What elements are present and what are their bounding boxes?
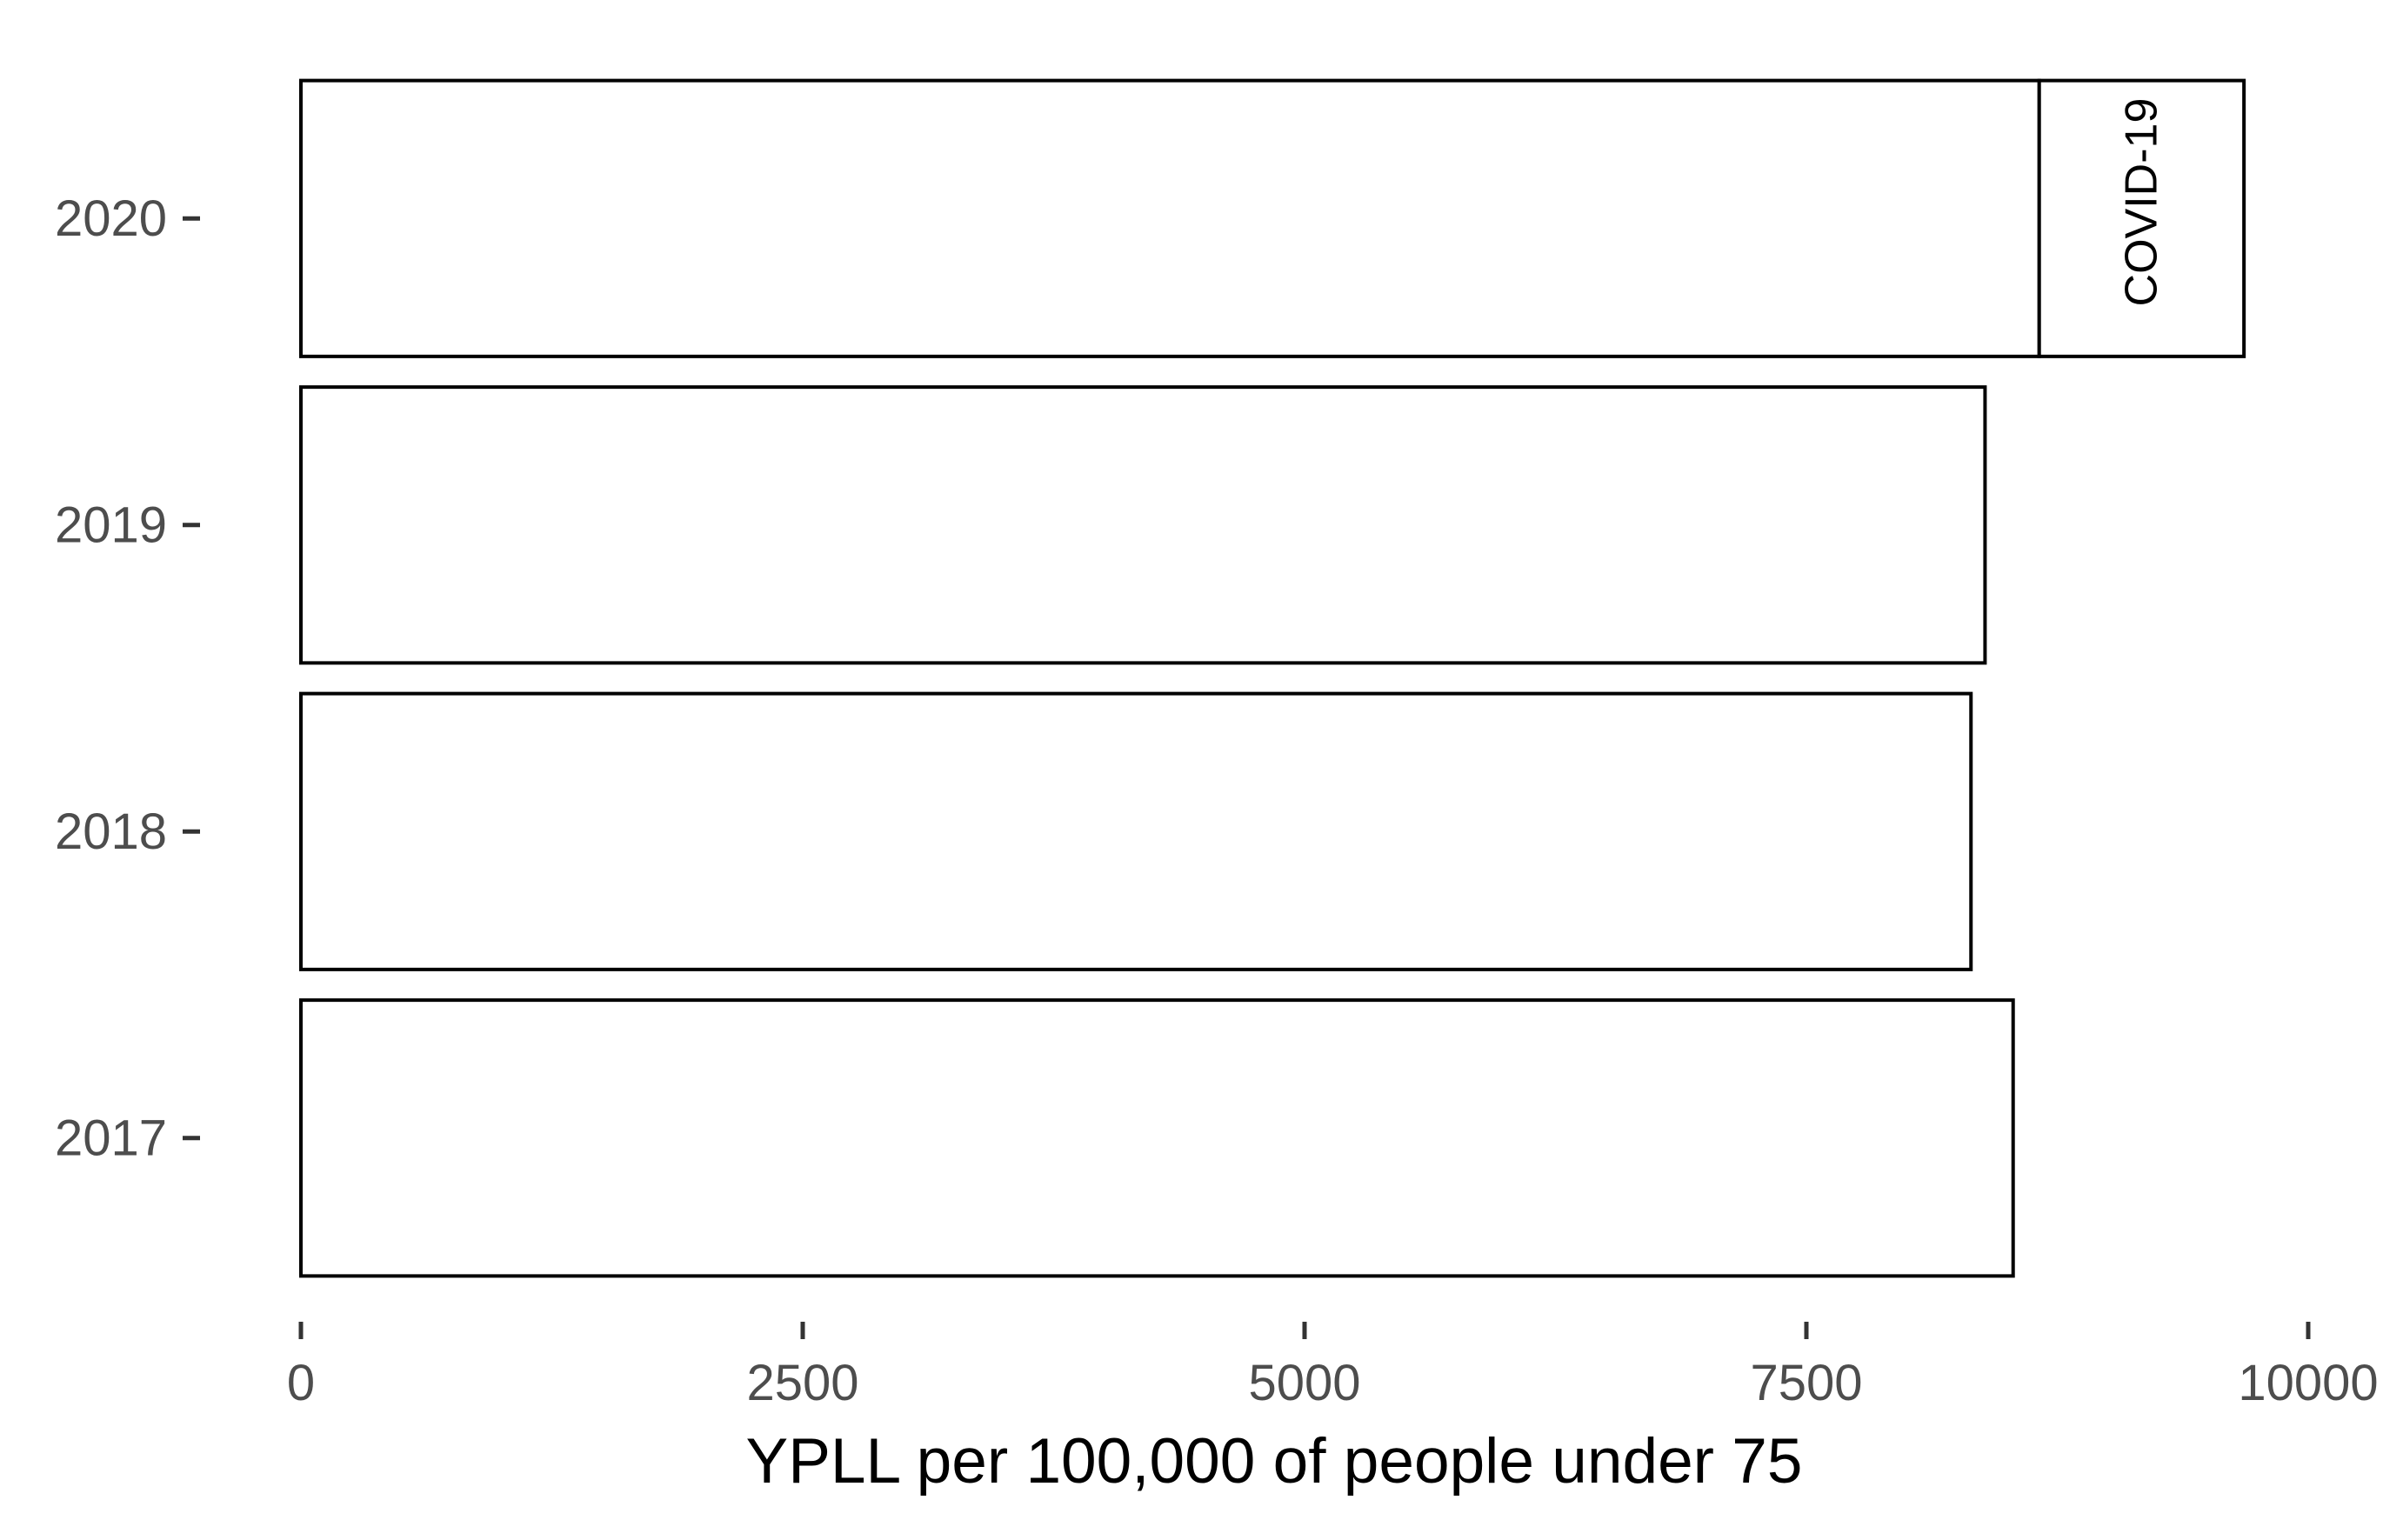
y-tick-label-2017: 2017 — [55, 1110, 167, 1166]
y-axis: 2017 2018 2019 2020 — [55, 190, 200, 1166]
bar-2017 — [299, 998, 2015, 1278]
y-tick-label-2018: 2018 — [55, 803, 167, 860]
segment-labels-layer: COVID-19 — [2116, 98, 2166, 307]
y-tick-label-2019: 2019 — [55, 497, 167, 553]
x-axis: 0 2500 5000 7500 10000 — [287, 1322, 2379, 1411]
y-tick-label-2020: 2020 — [55, 190, 167, 247]
bar-2020-covid-19 — [2037, 78, 2246, 358]
x-tick-label-5000: 5000 — [1248, 1355, 1360, 1411]
bar-2020 — [299, 78, 2041, 358]
bars-layer — [299, 78, 2246, 1278]
bar-2018 — [299, 691, 1973, 971]
segment-label-covid-19: COVID-19 — [2116, 98, 2166, 307]
x-tick-label-2500: 2500 — [746, 1355, 858, 1411]
x-tick-label-10000: 10000 — [2238, 1355, 2378, 1411]
x-axis-title: YPLL per 100,000 of people under 75 — [746, 1426, 1803, 1497]
x-tick-label-0: 0 — [287, 1355, 315, 1411]
bar-2019 — [299, 385, 1987, 665]
x-tick-label-7500: 7500 — [1750, 1355, 1862, 1411]
